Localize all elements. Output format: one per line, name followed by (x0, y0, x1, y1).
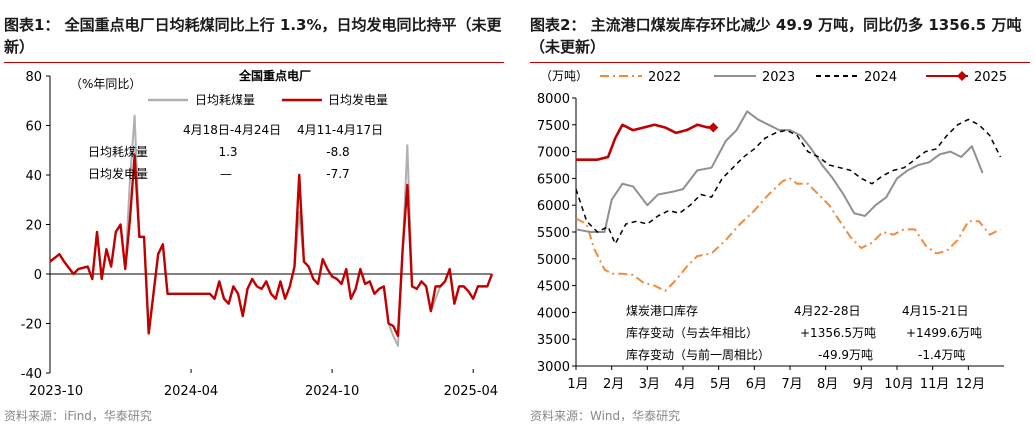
legend-label-2024: 2024 (864, 70, 897, 85)
legend-label-2023: 2023 (762, 70, 795, 85)
title-divider-right (530, 62, 1030, 63)
series-line-2023 (575, 110, 984, 233)
y-tick-label: 4500 (537, 280, 570, 295)
annot-row2-b: -7.7 (326, 167, 349, 181)
annot-row1-label: 库存变动（与去年相比） (626, 325, 758, 340)
legend-label-power: 日均发电量 (328, 92, 388, 107)
legend-label-2022: 2022 (648, 70, 681, 85)
annot-row2-label: 日均发电量 (88, 166, 148, 181)
x-tick-label: 8月 (817, 377, 838, 392)
chart-title-left: 图表1： 全国重点电厂日均耗煤同比上行 1.3%，日均发电同比持平（未更新） (4, 16, 502, 56)
x-tick-label: 7月 (781, 377, 802, 392)
legend-label-coal: 日均耗煤量 (195, 93, 255, 107)
y-axis-label: （万吨） (540, 69, 588, 83)
chart-svg-right: 3000 3500 4000 4500 5000 5500 6000 6500 7000 7500… (537, 69, 1007, 392)
series-line-2024 (575, 118, 1002, 245)
source-note-right: 资料来源：Wind，华泰研究 (530, 409, 681, 423)
x-tick-label: 2024-04 (164, 384, 218, 399)
annot-row1-a: +1356.5万吨 (800, 326, 876, 340)
annot-row1-a: 1.3 (218, 145, 237, 159)
y-tick-label: 80 (25, 70, 42, 85)
y-tick-label: 3500 (537, 333, 570, 348)
series-line-2025 (576, 123, 714, 161)
x-tick-label: 10月 (884, 377, 914, 392)
y-tick-label: -40 (21, 367, 42, 382)
annot-row1-b: +1499.6万吨 (906, 326, 982, 340)
y-tick-label: 7000 (537, 146, 570, 161)
x-tick-label: 2023-10 (29, 384, 83, 399)
y-tick-label: 20 (25, 219, 42, 234)
annot-row2-b: -1.4万吨 (918, 348, 965, 362)
y-tick-label: 7500 (537, 119, 570, 134)
x-tick-label: 9月 (853, 377, 874, 392)
y-tick-label: -20 (21, 318, 42, 333)
legend-marker-2025 (957, 71, 967, 81)
x-tick-label: 11月 (920, 377, 950, 392)
annot-row2-label: 库存变动（与前一周相比） (626, 347, 770, 362)
annot-row2-a: -49.9万吨 (818, 348, 873, 362)
x-tick-label: 2025-04 (444, 384, 498, 399)
annot-header-label: 煤炭港口库存 (626, 303, 698, 318)
y-axis-label: （%年同比） (70, 77, 141, 91)
series-line-2022 (575, 177, 1001, 292)
y-tick-label: 5000 (537, 253, 570, 268)
source-note-left: 资料来源：iFind，华泰研究 (4, 409, 152, 423)
y-tick-label: 60 (25, 120, 42, 135)
series-end-marker-2025 (708, 122, 719, 133)
title-divider-left (4, 62, 504, 63)
annot-header-b: 4月15-21日 (902, 304, 969, 318)
x-tick-label: 6月 (746, 377, 767, 392)
annot-row1-b: -8.8 (326, 145, 349, 159)
y-tick-label: 0 (34, 268, 42, 283)
annot-header-a: 4月22-28日 (794, 304, 861, 318)
x-tick-label: 4月 (674, 377, 695, 392)
series-line-power-generation (49, 153, 494, 338)
y-tick-label: 3000 (537, 360, 570, 375)
legend-label-2025: 2025 (974, 70, 1007, 85)
y-tick-label: 8000 (537, 92, 570, 107)
annot-row1-label: 日均耗煤量 (88, 145, 148, 159)
y-tick-label: 6000 (537, 199, 570, 214)
y-tick-label: 6500 (537, 172, 570, 187)
x-tick-label: 3月 (639, 377, 660, 392)
chart-panel-right: 图表2： 主流港口煤炭库存环比减少 49.9 万吨，同比仍多 1356.5 万吨… (526, 0, 1036, 430)
y-tick-label: 4000 (537, 306, 570, 321)
x-tick-label: 1月 (567, 377, 588, 392)
x-tick-label: 2024-10 (305, 384, 359, 399)
chart-panel-left: 图表1： 全国重点电厂日均耗煤同比上行 1.3%，日均发电同比持平（未更新） -… (0, 0, 510, 430)
chart-svg-left: -40 -20 0 20 40 60 80 2023-10 2024-04 2024-10 2025… (21, 68, 498, 399)
chart-subtitle: 全国重点电厂 (238, 68, 311, 83)
y-tick-label: 5500 (537, 226, 570, 241)
annot-header-b: 4月11-4月17日 (297, 123, 383, 137)
x-tick-label: 5月 (710, 377, 731, 392)
x-tick-label: 2月 (603, 377, 624, 392)
chart-title-right: 图表2： 主流港口煤炭库存环比减少 49.9 万吨，同比仍多 1356.5 万吨… (530, 16, 1022, 56)
annot-header-a: 4月18日-4月24日 (183, 123, 281, 137)
y-tick-label: 40 (25, 169, 42, 184)
x-tick-label: 12月 (956, 377, 986, 392)
annot-row2-a: — (220, 167, 232, 181)
